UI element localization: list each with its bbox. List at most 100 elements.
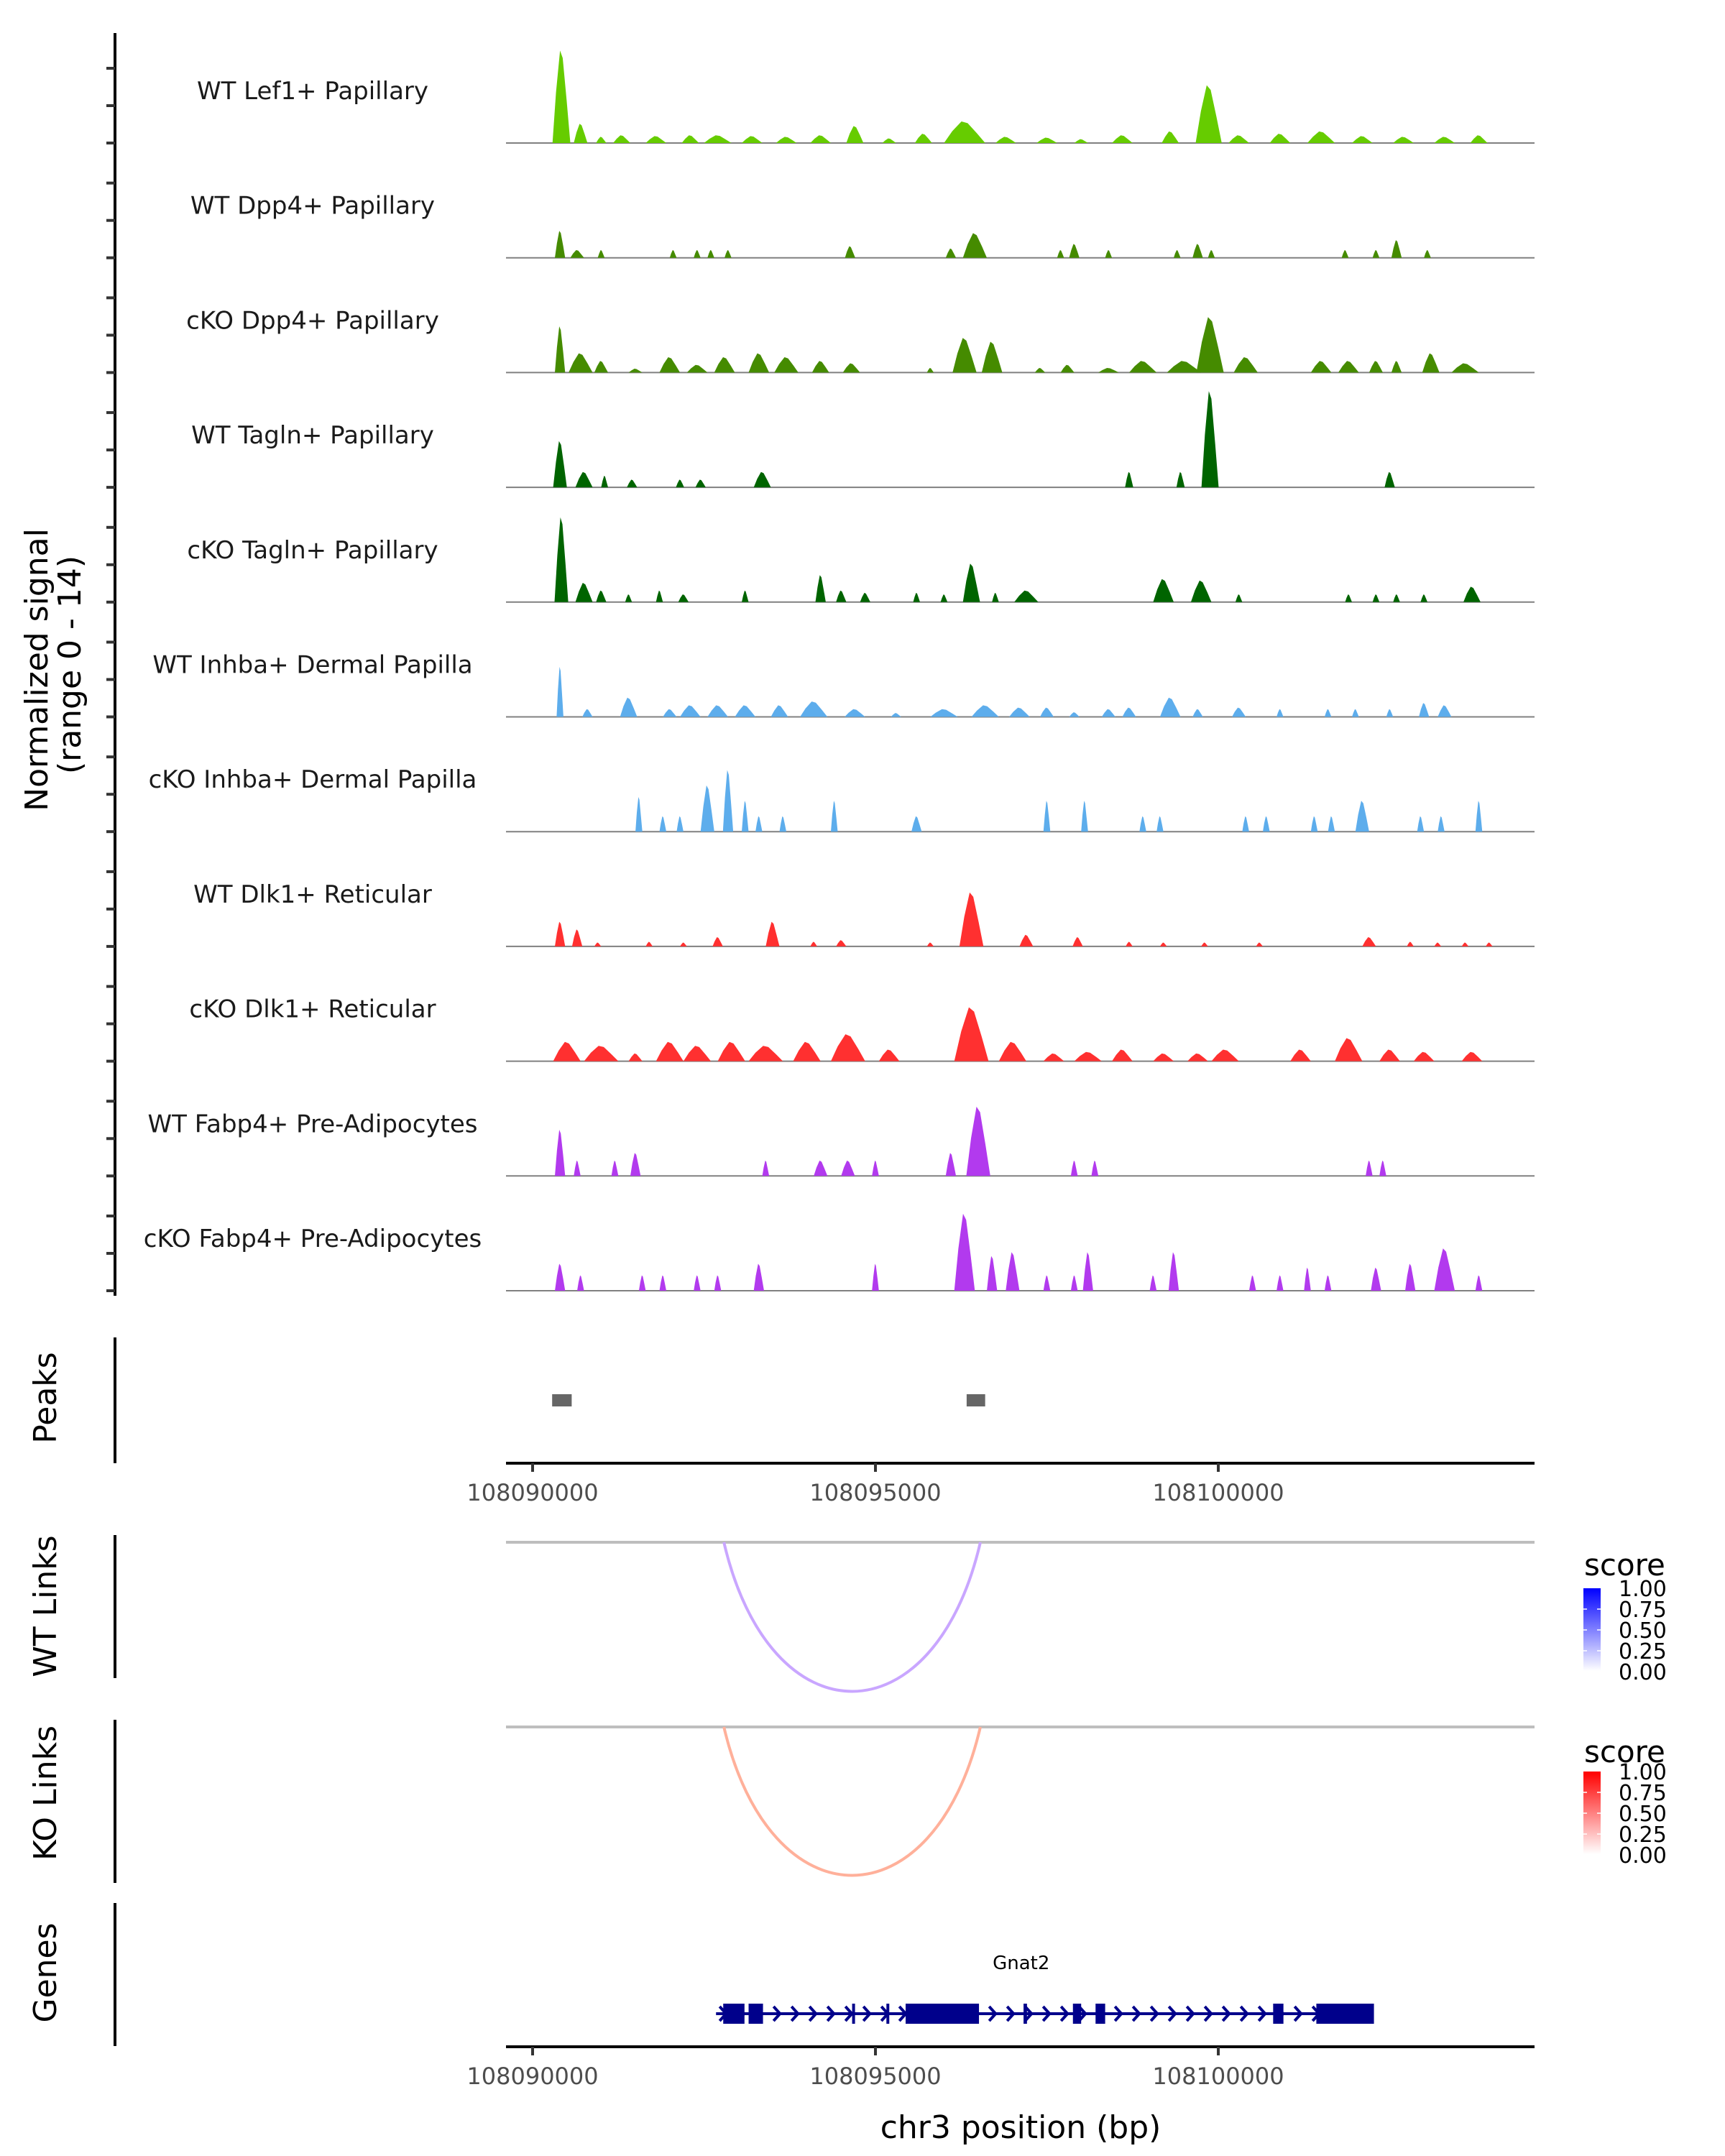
track-label: WT Fabp4+ Pre-Adipocytes bbox=[148, 1110, 478, 1138]
signal-peak bbox=[742, 801, 749, 832]
signal-track: WT Inhba+ Dermal Papilla bbox=[152, 651, 1535, 718]
track-label: WT Dlk1+ Reticular bbox=[193, 880, 432, 909]
signal-peak bbox=[627, 479, 638, 488]
ko-links-panel: KO Links score 1.000.750.500.250.00 bbox=[27, 1720, 1667, 1883]
signal-peak bbox=[582, 709, 593, 717]
gene-models: Gnat2 bbox=[716, 1953, 1374, 2024]
signal-peak bbox=[1081, 801, 1088, 832]
signal-peak bbox=[659, 1275, 666, 1291]
signal-peak bbox=[656, 590, 663, 602]
signal-peak bbox=[1438, 816, 1445, 832]
signal-peak bbox=[695, 479, 706, 488]
signal-peak bbox=[1368, 361, 1383, 373]
signal-peak bbox=[1335, 1038, 1363, 1061]
signal-peak bbox=[774, 357, 799, 373]
strand-arrow-icon bbox=[790, 2005, 800, 2022]
signal-peak bbox=[1328, 816, 1335, 832]
signal-peak bbox=[1112, 1049, 1133, 1061]
signal-track: cKO Inhba+ Dermal Papilla bbox=[149, 765, 1535, 833]
signal-peak bbox=[686, 364, 708, 373]
strand-arrow-icon bbox=[1221, 2005, 1231, 2022]
signal-peak bbox=[954, 1007, 989, 1061]
x-tick-label: 108100000 bbox=[1152, 2063, 1284, 2090]
signal-peak bbox=[597, 250, 605, 258]
signal-peak bbox=[1269, 134, 1291, 143]
signal-peak bbox=[628, 1053, 643, 1061]
signal-track: WT Tagln+ Papillary bbox=[191, 391, 1535, 489]
signal-peak bbox=[571, 929, 583, 946]
signal-track: cKO Dpp4+ Papillary bbox=[186, 306, 1535, 374]
signal-peak bbox=[1304, 1267, 1311, 1291]
signal-peak bbox=[1405, 1263, 1416, 1291]
signal-peak bbox=[814, 1160, 828, 1176]
signal-peak bbox=[1201, 391, 1219, 488]
signal-peak bbox=[1101, 709, 1116, 717]
signal-peak bbox=[1176, 471, 1185, 488]
signal-peak bbox=[1486, 942, 1493, 946]
track-label: WT Lef1+ Papillary bbox=[197, 77, 428, 106]
signal-peak bbox=[1192, 244, 1203, 258]
signal-peak bbox=[681, 135, 699, 143]
genes-panel-label: Genes bbox=[27, 1922, 64, 2022]
x-tick-label: 108100000 bbox=[1152, 1479, 1284, 1506]
signal-peak bbox=[1420, 594, 1427, 602]
legend-label: 0.50 bbox=[1619, 1618, 1667, 1644]
signal-ylabel-line-1: Normalized signal bbox=[19, 528, 55, 811]
signal-peak bbox=[1263, 816, 1270, 832]
legend-label: 0.25 bbox=[1619, 1639, 1667, 1664]
signal-peak bbox=[841, 1160, 855, 1176]
signal-peak bbox=[555, 326, 566, 373]
legend-label: 1.00 bbox=[1619, 1577, 1667, 1602]
signal-track: WT Lef1+ Papillary bbox=[197, 50, 1535, 144]
signal-peak bbox=[753, 1263, 764, 1291]
signal-peak bbox=[1122, 707, 1136, 717]
signal-peak bbox=[575, 471, 593, 488]
signal-peak bbox=[659, 357, 681, 373]
signal-peak bbox=[1434, 1248, 1455, 1291]
ko-legend-title: score bbox=[1584, 1734, 1665, 1769]
peak-region bbox=[552, 1394, 572, 1406]
signal-peak bbox=[776, 137, 797, 143]
signal-peak bbox=[574, 1160, 581, 1176]
signal-peak bbox=[952, 338, 977, 373]
signal-peak bbox=[613, 135, 630, 143]
signal-peak bbox=[1242, 816, 1249, 832]
signal-peak bbox=[1112, 135, 1133, 143]
signal-peak bbox=[1345, 594, 1352, 602]
signal-peak bbox=[1190, 580, 1212, 602]
strand-arrow-icon bbox=[1024, 2005, 1034, 2022]
peaks-panel: Peaks 108090000 108095000 108100000 bbox=[27, 1337, 1535, 1506]
signal-peak bbox=[1091, 1160, 1099, 1176]
signal-peak bbox=[845, 246, 855, 258]
signal-peak bbox=[1168, 1252, 1179, 1291]
signal-peak bbox=[1036, 137, 1057, 143]
signal-peak bbox=[1384, 471, 1395, 488]
signal-peak bbox=[872, 1160, 879, 1176]
signal-peak bbox=[793, 1041, 821, 1061]
peak-region bbox=[966, 1394, 985, 1406]
x-axis-title: chr3 position (bp) bbox=[880, 2109, 1162, 2146]
strand-arrow-icon bbox=[1041, 2005, 1052, 2022]
signal-peak bbox=[1338, 361, 1359, 373]
signal-peak bbox=[1475, 801, 1483, 832]
signal-peak bbox=[930, 709, 958, 717]
signal-peak bbox=[998, 1041, 1026, 1061]
signal-peak bbox=[1434, 137, 1455, 143]
gene-exon bbox=[886, 2004, 890, 2024]
signal-peak bbox=[940, 594, 948, 602]
signal-peak bbox=[1211, 1049, 1239, 1061]
signal-peak bbox=[594, 942, 602, 946]
signal-peak bbox=[1057, 250, 1064, 258]
signal-peak bbox=[1196, 317, 1224, 373]
signal-peak bbox=[676, 479, 684, 488]
signal-peak bbox=[944, 121, 985, 143]
signal-peak bbox=[712, 937, 723, 946]
signal-peak bbox=[1187, 1053, 1208, 1061]
signal-peak bbox=[987, 1256, 998, 1291]
signal-tracks: WT Lef1+ Papillary WT Dpp4+ Papillary cKO … bbox=[144, 50, 1535, 1291]
signal-peak bbox=[555, 1263, 566, 1291]
legend-label: 0.00 bbox=[1619, 1660, 1667, 1685]
strand-arrow-icon bbox=[1006, 2005, 1016, 2022]
signal-peak bbox=[1019, 934, 1034, 946]
